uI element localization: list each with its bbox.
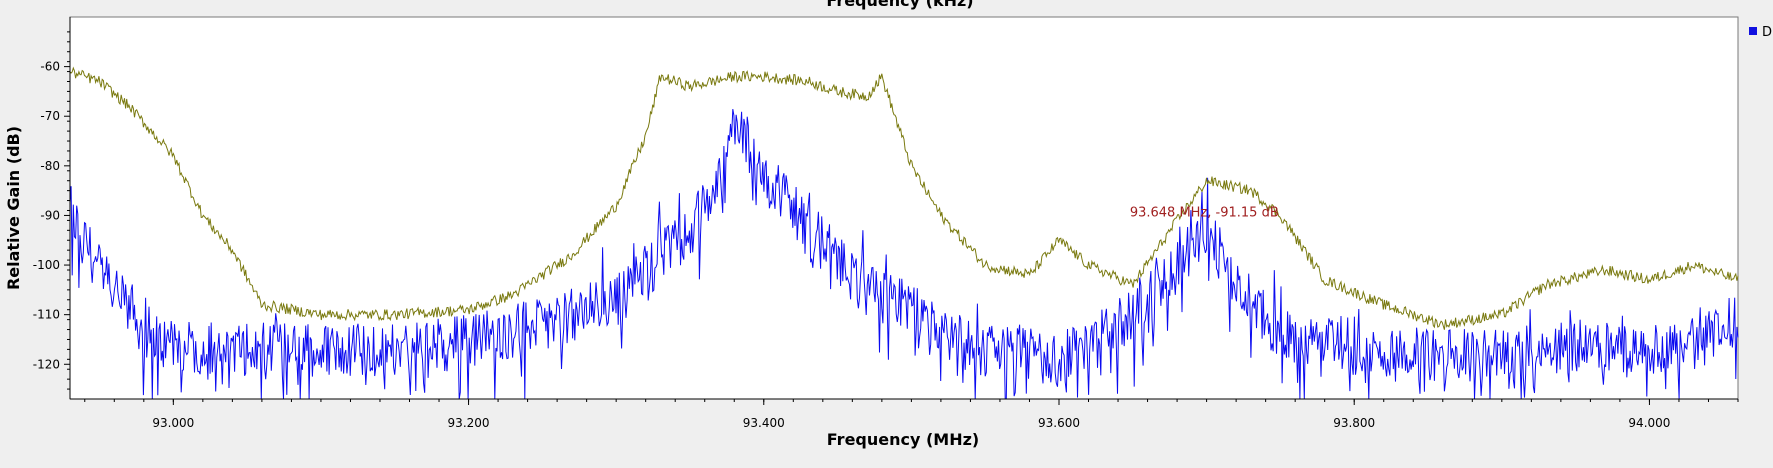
x-tick-label: 93.400 xyxy=(743,416,785,430)
spectrum-trace xyxy=(69,109,1739,400)
plot-area[interactable] xyxy=(69,16,1739,400)
legend-color-box xyxy=(1749,27,1757,35)
y-tick-label: -60 xyxy=(40,60,60,74)
x-tick-label: 93.800 xyxy=(1333,416,1375,430)
y-axis-title: Relative Gain (dB) xyxy=(4,126,23,290)
top-axis-title: Frequency (kHz) xyxy=(826,0,973,10)
max-hold-trace xyxy=(69,66,1739,330)
y-tick-label: -120 xyxy=(33,357,60,371)
series-layer xyxy=(69,66,1739,400)
y-tick-label: -100 xyxy=(33,258,60,272)
x-tick-label: 93.200 xyxy=(448,416,490,430)
marker-readout: 93.648 MHz, -91.15 dB xyxy=(1130,205,1279,220)
marker-layer: 93.648 MHz, -91.15 dB xyxy=(1130,205,1279,220)
y-tick-label: -80 xyxy=(40,159,60,173)
axes-layer xyxy=(64,17,1739,405)
y-tick-label: -90 xyxy=(40,208,60,222)
tick-layer: 93.000 93.200 93.400 93.600 93.800 94.000 -60 -… xyxy=(33,60,1671,430)
x-tick-label: 94.000 xyxy=(1628,416,1670,430)
x-tick-label: 93.600 xyxy=(1038,416,1080,430)
y-tick-label: -70 xyxy=(40,109,60,123)
y-tick-label: -110 xyxy=(33,308,60,322)
x-tick-label: 93.000 xyxy=(152,416,194,430)
legend-item-label[interactable]: D xyxy=(1762,25,1772,40)
x-axis-title: Frequency (MHz) xyxy=(827,430,979,449)
